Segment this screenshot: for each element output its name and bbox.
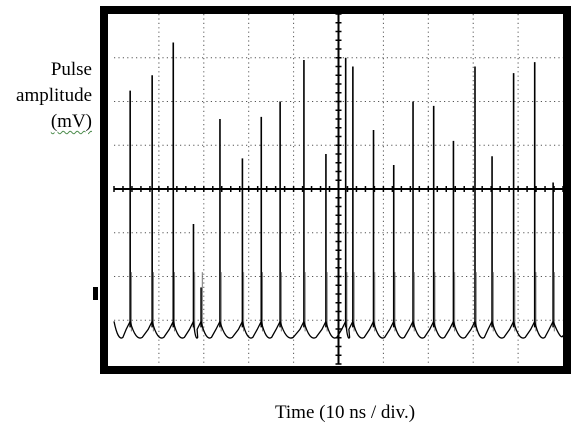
- graticule-center-axes: [113, 13, 564, 365]
- trace-baseline: [113, 319, 564, 339]
- y-axis-label-unit: (mV): [50, 111, 92, 132]
- pulse-train: [129, 42, 555, 332]
- oscilloscope-frame: [100, 6, 571, 374]
- y-axis-label-line-2: amplitude: [16, 85, 92, 106]
- x-axis-label: Time (10 ns / div.): [274, 402, 416, 423]
- ground-marker: [93, 287, 98, 300]
- y-axis-label: Pulse amplitude (mV): [0, 57, 92, 135]
- y-axis-label-line-1: Pulse: [50, 59, 92, 80]
